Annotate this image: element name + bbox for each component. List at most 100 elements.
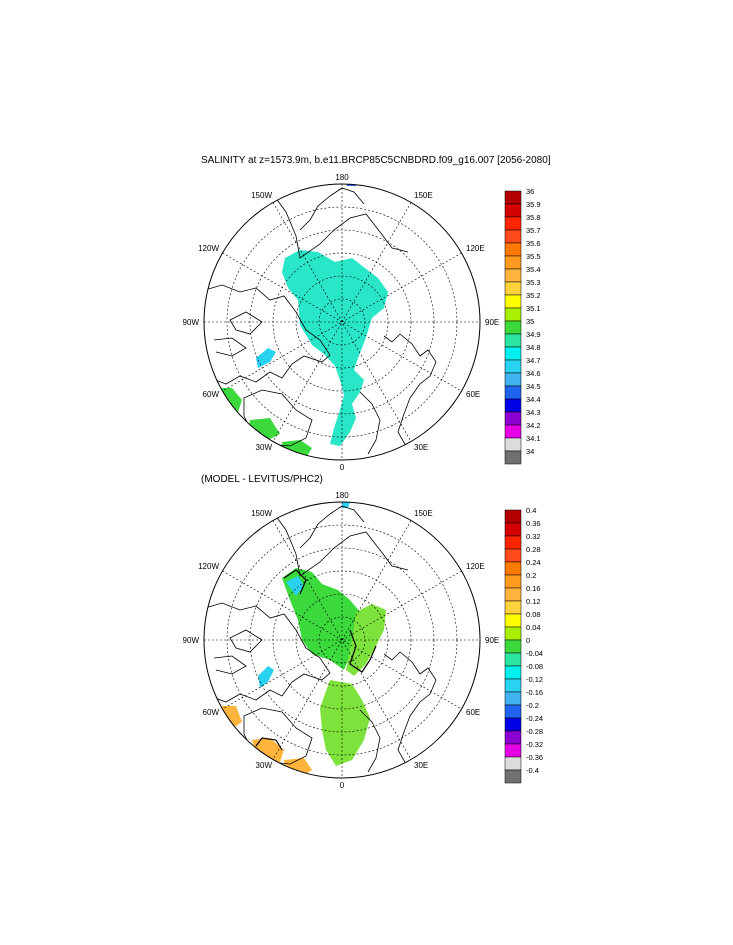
top-lon-label: 90E <box>485 318 499 327</box>
bottom-lon-label: 180 <box>335 491 349 500</box>
bottom-colorbar-swatch <box>504 756 522 771</box>
bottom-colorbar-label: 0.08 <box>526 610 541 619</box>
bottom-diff-field-south <box>320 680 370 766</box>
top-colorbar-swatch <box>504 242 522 257</box>
top-lon-label: 120E <box>466 244 485 253</box>
bottom-colorbar-swatch <box>504 522 522 537</box>
top-colorbar-swatch <box>504 333 522 348</box>
top-lon-label: 150E <box>414 191 433 200</box>
bottom-colorbar-label: 0 <box>526 636 530 645</box>
top-colorbar-label: 34.6 <box>526 369 541 378</box>
bottom-colorbar-label: -0.04 <box>526 649 543 658</box>
top-colorbar-label: 34.7 <box>526 356 541 365</box>
top-colorbar: 36 35.9 35.8 35.7 35.6 35.5 35.4 35.3 35.2 35.1 35… <box>504 187 541 465</box>
bottom-colorbar-label: -0.2 <box>526 701 539 710</box>
bottom-colorbar-swatch <box>504 704 522 719</box>
bottom-lon-label: 0 <box>340 781 345 790</box>
bottom-lon-label: 150W <box>251 509 272 518</box>
top-colorbar-swatch <box>504 229 522 244</box>
bottom-colorbar-swatch <box>504 717 522 732</box>
bottom-colorbar-swatch <box>504 548 522 563</box>
top-colorbar-swatch <box>504 203 522 218</box>
bottom-colorbar-swatch <box>504 743 522 758</box>
top-colorbar-label: 34 <box>526 447 534 456</box>
top-lon-label: 60W <box>203 390 220 399</box>
bottom-colorbar-swatch <box>504 626 522 641</box>
top-colorbar-swatch <box>504 216 522 231</box>
top-lon-label: 30E <box>414 443 428 452</box>
bottom-colorbar-swatch <box>504 509 522 524</box>
bottom-colorbar-label: -0.32 <box>526 740 543 749</box>
top-colorbar-label: 35.8 <box>526 213 541 222</box>
top-salinity-field <box>282 250 388 446</box>
top-colorbar-swatch <box>504 450 522 465</box>
bottom-colorbar-label: 0.04 <box>526 623 541 632</box>
top-salinity-patch-tiny <box>346 184 356 186</box>
bottom-colorbar-swatch <box>504 730 522 745</box>
bottom-lon-label: 30W <box>256 761 273 770</box>
top-colorbar-label: 34.4 <box>526 395 541 404</box>
bottom-colorbar-swatch <box>504 665 522 680</box>
bottom-diff-patch-orange-60w <box>222 706 242 730</box>
top-colorbar-swatch <box>504 398 522 413</box>
top-colorbar-label: 34.9 <box>526 330 541 339</box>
bottom-colorbar-swatch <box>504 561 522 576</box>
bottom-colorbar-label: -0.28 <box>526 727 543 736</box>
bottom-diff-patch-cyan <box>258 666 274 688</box>
bottom-colorbar-swatch <box>504 600 522 615</box>
bottom-panel-title: (MODEL - LEVITUS/PHC2) <box>201 474 323 485</box>
bottom-colorbar-label: -0.12 <box>526 675 543 684</box>
bottom-map-border <box>203 501 481 779</box>
bottom-lon-label: 30E <box>414 761 428 770</box>
top-colorbar-swatch <box>504 255 522 270</box>
top-panel-title: SALINITY at z=1573.9m, b.e11.BRCP85C5CNB… <box>201 155 551 166</box>
top-colorbar-label: 36 <box>526 187 534 196</box>
bottom-diff-field-main <box>282 568 362 670</box>
top-colorbar-label: 35.1 <box>526 304 541 313</box>
top-colorbar-label: 35.6 <box>526 239 541 248</box>
top-colorbar-label: 34.5 <box>526 382 541 391</box>
top-lon-label: 180 <box>335 173 349 182</box>
bottom-lon-label: 150E <box>414 509 433 518</box>
bottom-map: 180 150E 120E 90E 60E 30E 0 30W 60W 90W … <box>183 491 544 790</box>
top-colorbar-swatch <box>504 372 522 387</box>
top-colorbar-label: 34.3 <box>526 408 541 417</box>
bottom-colorbar-swatch <box>504 678 522 693</box>
top-colorbar-swatch <box>504 411 522 426</box>
bottom-lon-label: 90W <box>183 636 200 645</box>
top-salinity-patch-30w <box>248 418 280 440</box>
top-colorbar-label: 34.8 <box>526 343 541 352</box>
top-lon-label: 30W <box>256 443 273 452</box>
bottom-colorbar-swatch <box>504 769 522 784</box>
bottom-colorbar-label: 0.4 <box>526 506 536 515</box>
bottom-colorbar-label: -0.24 <box>526 714 543 723</box>
bottom-colorbar-label: 0.36 <box>526 519 541 528</box>
top-colorbar-label: 34.2 <box>526 421 541 430</box>
bottom-lon-label: 90E <box>485 636 499 645</box>
top-lon-label: 90W <box>183 318 200 327</box>
bottom-diff-patch-cyan-north <box>286 576 304 596</box>
bottom-lon-label: 120E <box>466 562 485 571</box>
bottom-colorbar-label: 0.16 <box>526 584 541 593</box>
top-colorbar-swatch <box>504 268 522 283</box>
bottom-colorbar-label: 0.12 <box>526 597 541 606</box>
bottom-colorbar-swatch <box>504 652 522 667</box>
top-colorbar-swatch <box>504 346 522 361</box>
bottom-colorbar-swatch <box>504 691 522 706</box>
bottom-diff-patch-orange-south <box>284 758 312 778</box>
top-colorbar-swatch <box>504 437 522 452</box>
top-colorbar-swatch <box>504 424 522 439</box>
bottom-colorbar-label: 0.2 <box>526 571 536 580</box>
top-lon-label: 120W <box>198 244 219 253</box>
bottom-lon-label: 120W <box>198 562 219 571</box>
bottom-colorbar: 0.4 0.36 0.32 0.28 0.24 0.2 0.16 0.12 0.08 0.04 0 -… <box>504 506 543 784</box>
top-salinity-patch-small <box>256 348 276 368</box>
top-salinity-patch-60w <box>218 388 242 412</box>
top-lon-label: 60E <box>466 390 480 399</box>
top-lon-label: 0 <box>340 463 345 472</box>
bottom-diff-patch-orange-30w <box>252 738 284 762</box>
bottom-colorbar-label: 0.28 <box>526 545 541 554</box>
top-graticule <box>204 184 480 460</box>
top-colorbar-swatch <box>504 385 522 400</box>
top-coastlines <box>204 187 437 455</box>
